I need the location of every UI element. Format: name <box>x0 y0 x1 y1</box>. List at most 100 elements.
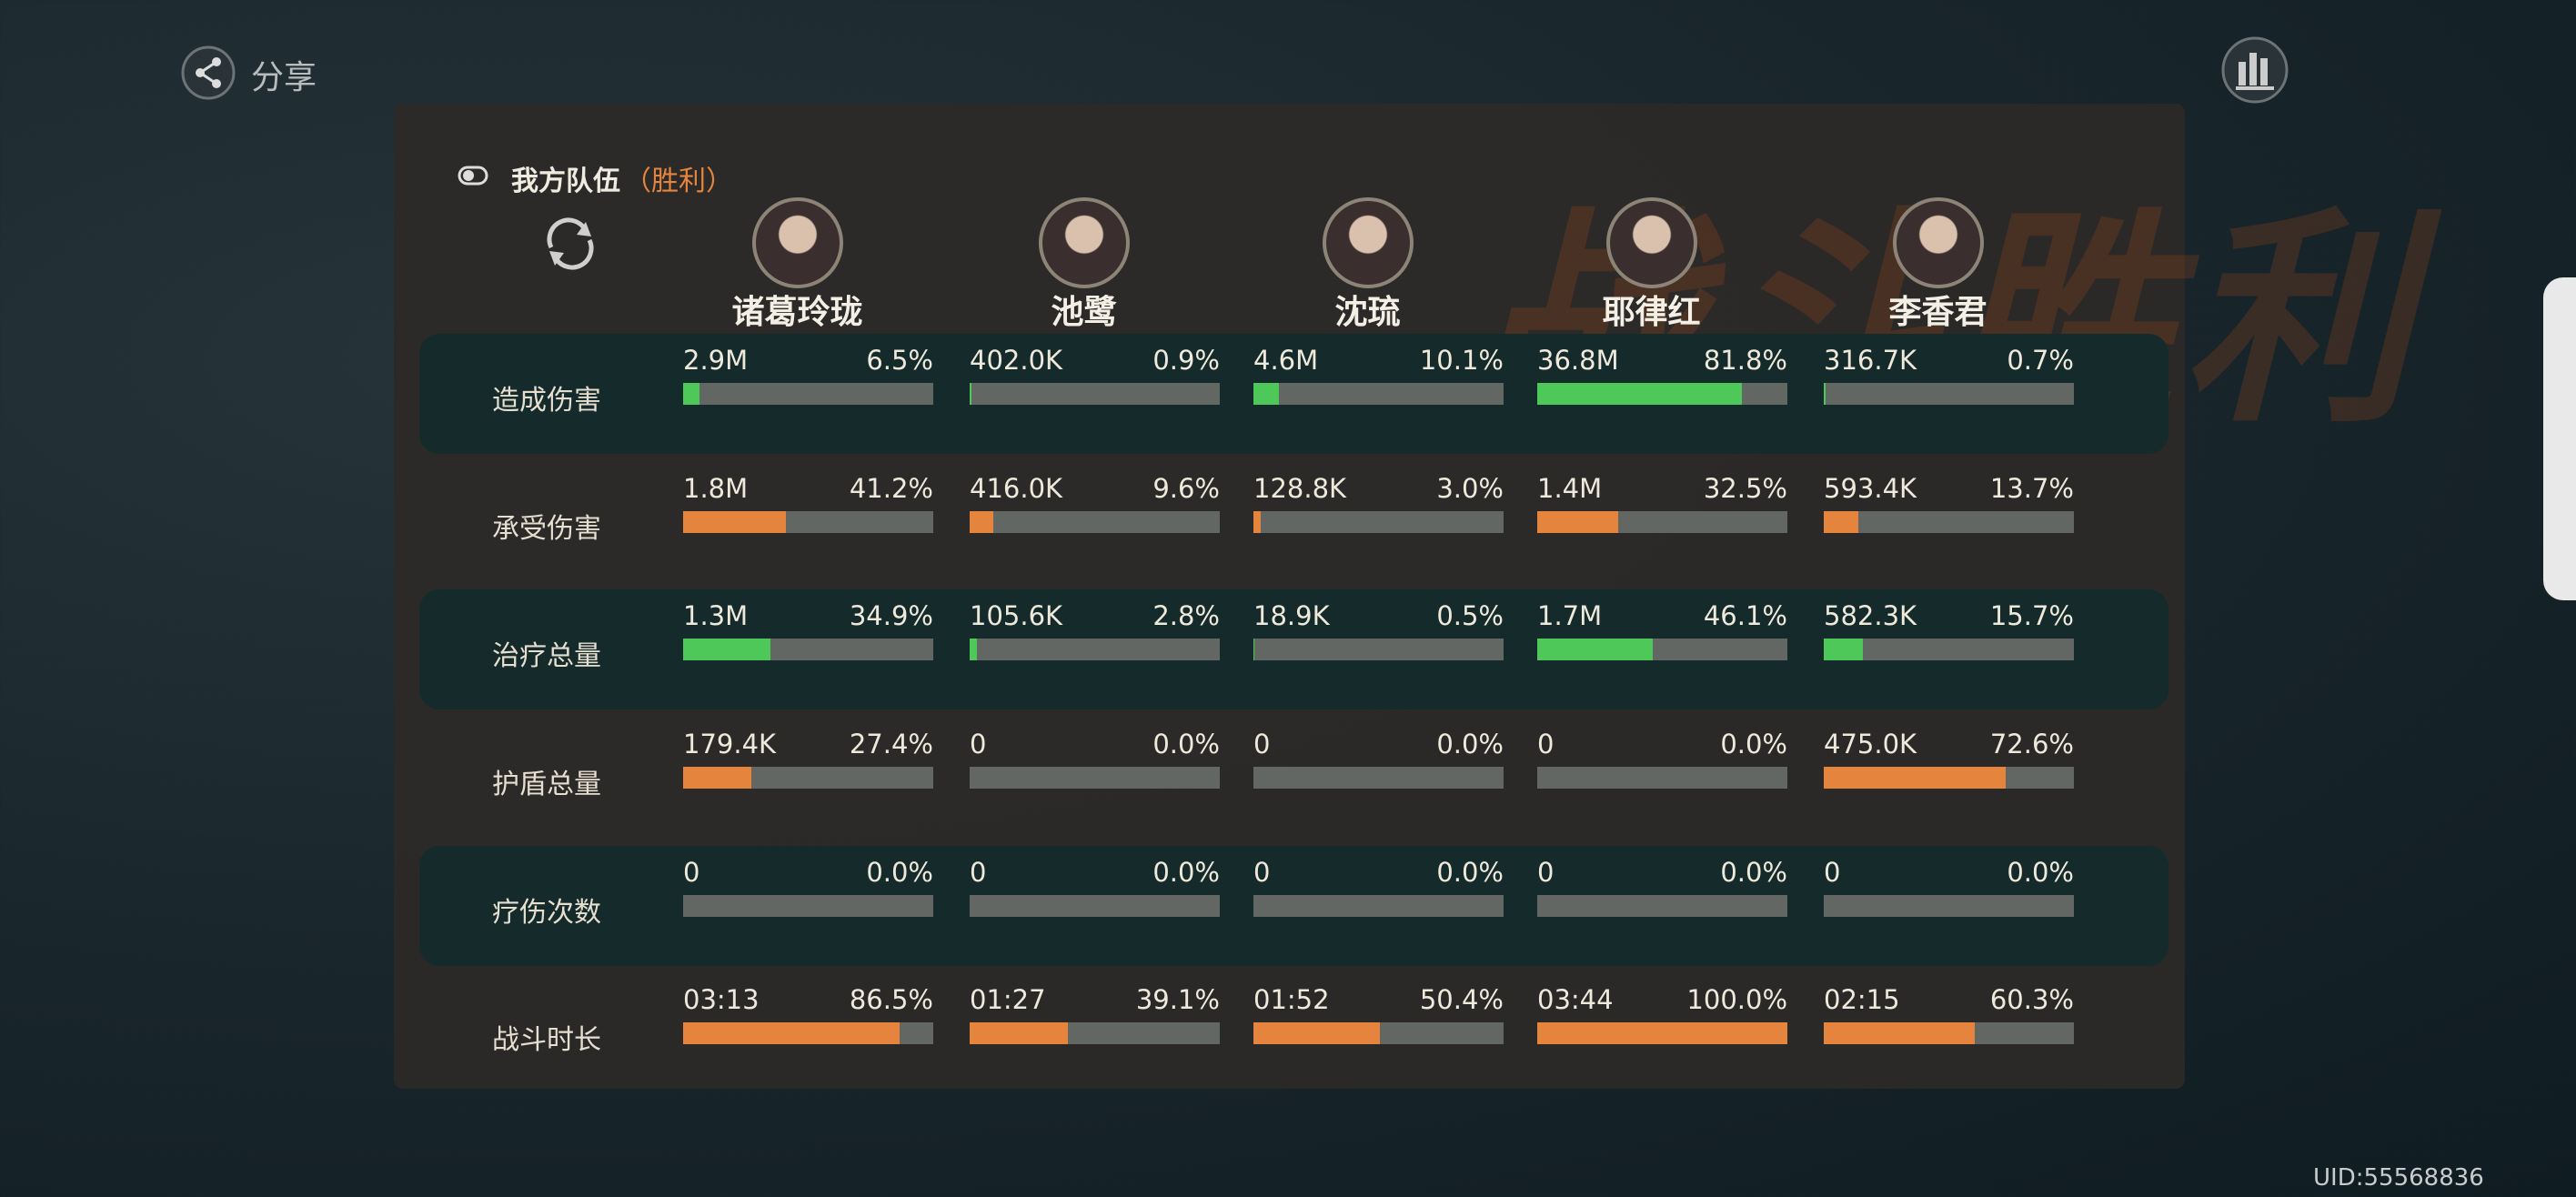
bar-track <box>1537 767 1787 789</box>
avatar <box>751 197 843 288</box>
share-text: 0.0% <box>1152 729 1220 759</box>
metric-label: 治疗总量 <box>492 640 601 672</box>
share-text: 0.0% <box>1720 729 1787 759</box>
member-name: 池鹭 <box>1051 294 1117 331</box>
share-bar <box>1253 639 1255 660</box>
bar-track <box>683 383 933 405</box>
share-bar <box>683 639 770 660</box>
share-text: 81.8% <box>1703 345 1787 376</box>
share-bar <box>970 511 994 533</box>
metric-label: 护盾总量 <box>492 769 601 800</box>
value-text: 0 <box>1253 729 1271 759</box>
bar-track <box>1253 511 1504 533</box>
share-text: 0.7% <box>2007 345 2074 376</box>
value-text: 475.0K <box>1824 729 1917 759</box>
member-name: 诸葛玲珑 <box>731 294 863 331</box>
toggle-icon[interactable] <box>458 164 490 187</box>
share-bar <box>1253 1022 1380 1044</box>
bar-track <box>1537 511 1787 533</box>
value-text: 03:13 <box>683 984 760 1015</box>
bar-track <box>1253 767 1504 789</box>
metric-label: 疗伤次数 <box>492 897 601 929</box>
team-title: 我方队伍 <box>511 166 620 197</box>
share-bar <box>1537 511 1619 533</box>
bar-track <box>1537 895 1787 917</box>
share-bar <box>1824 1022 1975 1044</box>
value-text: 0 <box>683 857 700 888</box>
share-text: 86.5% <box>849 984 933 1015</box>
member-name: 耶律红 <box>1602 294 1701 331</box>
share-text: 2.8% <box>1152 600 1220 631</box>
share-label[interactable]: 分享 <box>251 59 317 96</box>
side-tab[interactable] <box>2543 277 2576 600</box>
value-text: 2.9M <box>683 345 749 376</box>
value-text: 582.3K <box>1824 600 1917 631</box>
share-bar <box>683 1022 900 1044</box>
avatar <box>1892 197 1984 288</box>
share-bar <box>970 639 977 660</box>
bar-track <box>1537 383 1787 405</box>
share-bar <box>1537 1022 1787 1044</box>
value-text: 402.0K <box>970 345 1063 376</box>
bar-track <box>1537 639 1787 660</box>
share-bar <box>683 383 699 405</box>
bar-track <box>1253 639 1504 660</box>
metric-label: 战斗时长 <box>492 1024 601 1056</box>
bar-track <box>683 767 933 789</box>
value-text: 0 <box>970 857 987 888</box>
share-text: 9.6% <box>1152 473 1220 504</box>
share-text: 0.0% <box>1436 857 1504 888</box>
share-text: 15.7% <box>1989 600 2074 631</box>
bar-track <box>1253 1022 1504 1044</box>
share-bar <box>970 1022 1068 1044</box>
share-bar <box>1824 639 1864 660</box>
value-text: 1.8M <box>683 473 749 504</box>
bar-track <box>683 511 933 533</box>
share-icon[interactable] <box>180 45 236 101</box>
bar-track <box>970 383 1220 405</box>
value-text: 1.7M <box>1537 600 1603 631</box>
value-text: 01:52 <box>1253 984 1330 1015</box>
bar-track <box>1537 1022 1787 1044</box>
stats-icon[interactable] <box>2219 35 2290 106</box>
bar-track <box>1824 895 2074 917</box>
share-bar <box>683 511 787 533</box>
share-text: 13.7% <box>1989 473 2074 504</box>
team-result: （胜利） <box>624 166 733 197</box>
share-text: 0.0% <box>866 857 933 888</box>
share-text: 0.5% <box>1436 600 1504 631</box>
bar-track <box>683 895 933 917</box>
value-text: 105.6K <box>970 600 1063 631</box>
bar-track <box>683 639 933 660</box>
share-text: 0.0% <box>1436 729 1504 759</box>
metric-label: 造成伤害 <box>492 385 601 417</box>
value-text: 0 <box>1537 729 1555 759</box>
value-text: 01:27 <box>970 984 1046 1015</box>
value-text: 0 <box>1537 857 1555 888</box>
share-text: 100.0% <box>1686 984 1787 1015</box>
bar-track <box>1824 1022 2074 1044</box>
bar-track <box>1824 767 2074 789</box>
member-name: 李香君 <box>1888 294 1987 331</box>
share-bar <box>1824 383 1826 405</box>
bar-track <box>1253 383 1504 405</box>
refresh-icon[interactable] <box>540 216 600 271</box>
bar-track <box>970 767 1220 789</box>
share-text: 72.6% <box>1989 729 2074 759</box>
share-text: 46.1% <box>1703 600 1787 631</box>
share-text: 27.4% <box>849 729 933 759</box>
value-text: 18.9K <box>1253 600 1330 631</box>
share-text: 0.0% <box>1720 857 1787 888</box>
bar-track <box>970 511 1220 533</box>
value-text: 1.3M <box>683 600 749 631</box>
share-bar <box>1824 511 1858 533</box>
share-bar <box>970 383 972 405</box>
share-text: 32.5% <box>1703 473 1787 504</box>
value-text: 1.4M <box>1537 473 1603 504</box>
bar-track <box>1824 639 2074 660</box>
value-text: 0 <box>1253 857 1271 888</box>
share-text: 0.0% <box>1152 857 1220 888</box>
avatar <box>1322 197 1414 288</box>
share-text: 41.2% <box>849 473 933 504</box>
